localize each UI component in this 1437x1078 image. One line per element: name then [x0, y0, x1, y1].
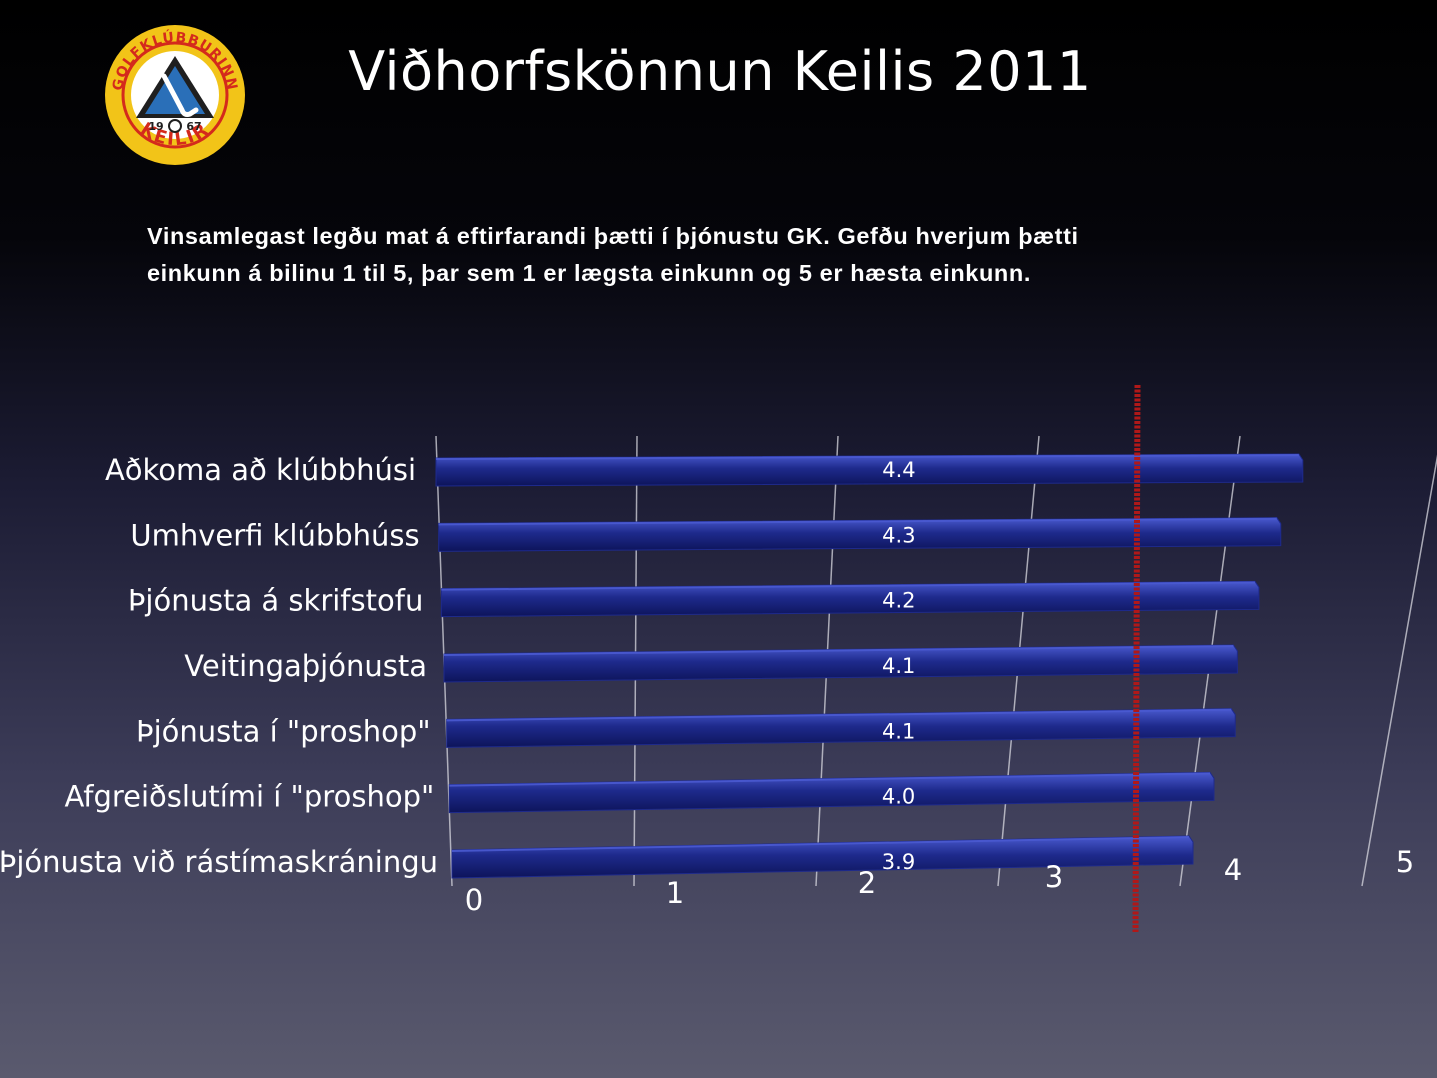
bar-6 [451, 835, 1194, 879]
bars: 4.4 4.3 4.2 4.1 4.1 4.0 3.9 [435, 453, 1304, 879]
reference-line-group [1132, 384, 1141, 933]
category-label-0: Aðkoma að klúbbhúsi [105, 453, 416, 487]
value-label-6: 3.9 [882, 850, 915, 874]
golf-ball-icon [168, 119, 182, 133]
axis-tick-labels: 0 1 2 3 4 5 [465, 845, 1414, 917]
bar-highlight-0 [435, 454, 1299, 460]
x-tick-label-3: 3 [1045, 860, 1063, 894]
slide-title: Viðhorfskönnun Keilis 2011 [348, 40, 1092, 103]
bar-5 [448, 771, 1215, 814]
slide-subtitle: Vinsamlegast legðu mat á eftirfarandi þæ… [147, 223, 1079, 286]
reference-line [1132, 384, 1141, 933]
value-label-5: 4.0 [882, 785, 915, 809]
value-label-0: 4.4 [882, 458, 915, 482]
bar-highlight-2 [441, 581, 1255, 591]
bar-highlight-6 [451, 836, 1190, 852]
x-tick-label-0: 0 [465, 883, 483, 917]
logo-year-left: 19 [148, 120, 163, 133]
logo-red-ring [121, 41, 229, 149]
value-label-2: 4.2 [882, 589, 915, 613]
bar-highlight-3 [443, 645, 1234, 656]
category-label-3: Veitingaþjónusta [184, 649, 427, 683]
category-label-5: Afgreiðslutími í "proshop" [64, 780, 434, 814]
logo-year-right: 67 [186, 120, 201, 133]
bar-highlight-5 [449, 772, 1211, 787]
category-labels: Aðkoma að klúbbhúsi Umhverfi klúbbhúss Þjó… [0, 453, 438, 879]
golf-club-icon [161, 73, 199, 117]
x-tick-label-2: 2 [858, 866, 876, 900]
gridline-5 [1361, 454, 1437, 887]
category-label-2: Þjónusta á skrifstofu [128, 584, 423, 618]
x-tick-label-5: 5 [1396, 845, 1414, 879]
value-label-4: 4.1 [882, 719, 915, 743]
keilir-logo: GOLFKLÚBBURINN KEILIR 19 67 [105, 25, 245, 165]
bar-highlight-1 [438, 517, 1277, 526]
bar-highlight-4 [446, 708, 1232, 722]
x-tick-label-1: 1 [666, 876, 684, 910]
category-label-1: Umhverfi klúbbhúss [130, 518, 419, 552]
bar-2 [440, 580, 1260, 618]
category-label-4: Þjónusta í "proshop" [136, 714, 431, 748]
logo-mountain-face [145, 66, 205, 114]
category-label-6: Þjónusta við rástímaskráningu [0, 845, 438, 879]
value-label-3: 4.1 [882, 654, 915, 678]
value-label-1: 4.3 [882, 523, 915, 547]
x-tick-label-4: 4 [1224, 853, 1242, 887]
